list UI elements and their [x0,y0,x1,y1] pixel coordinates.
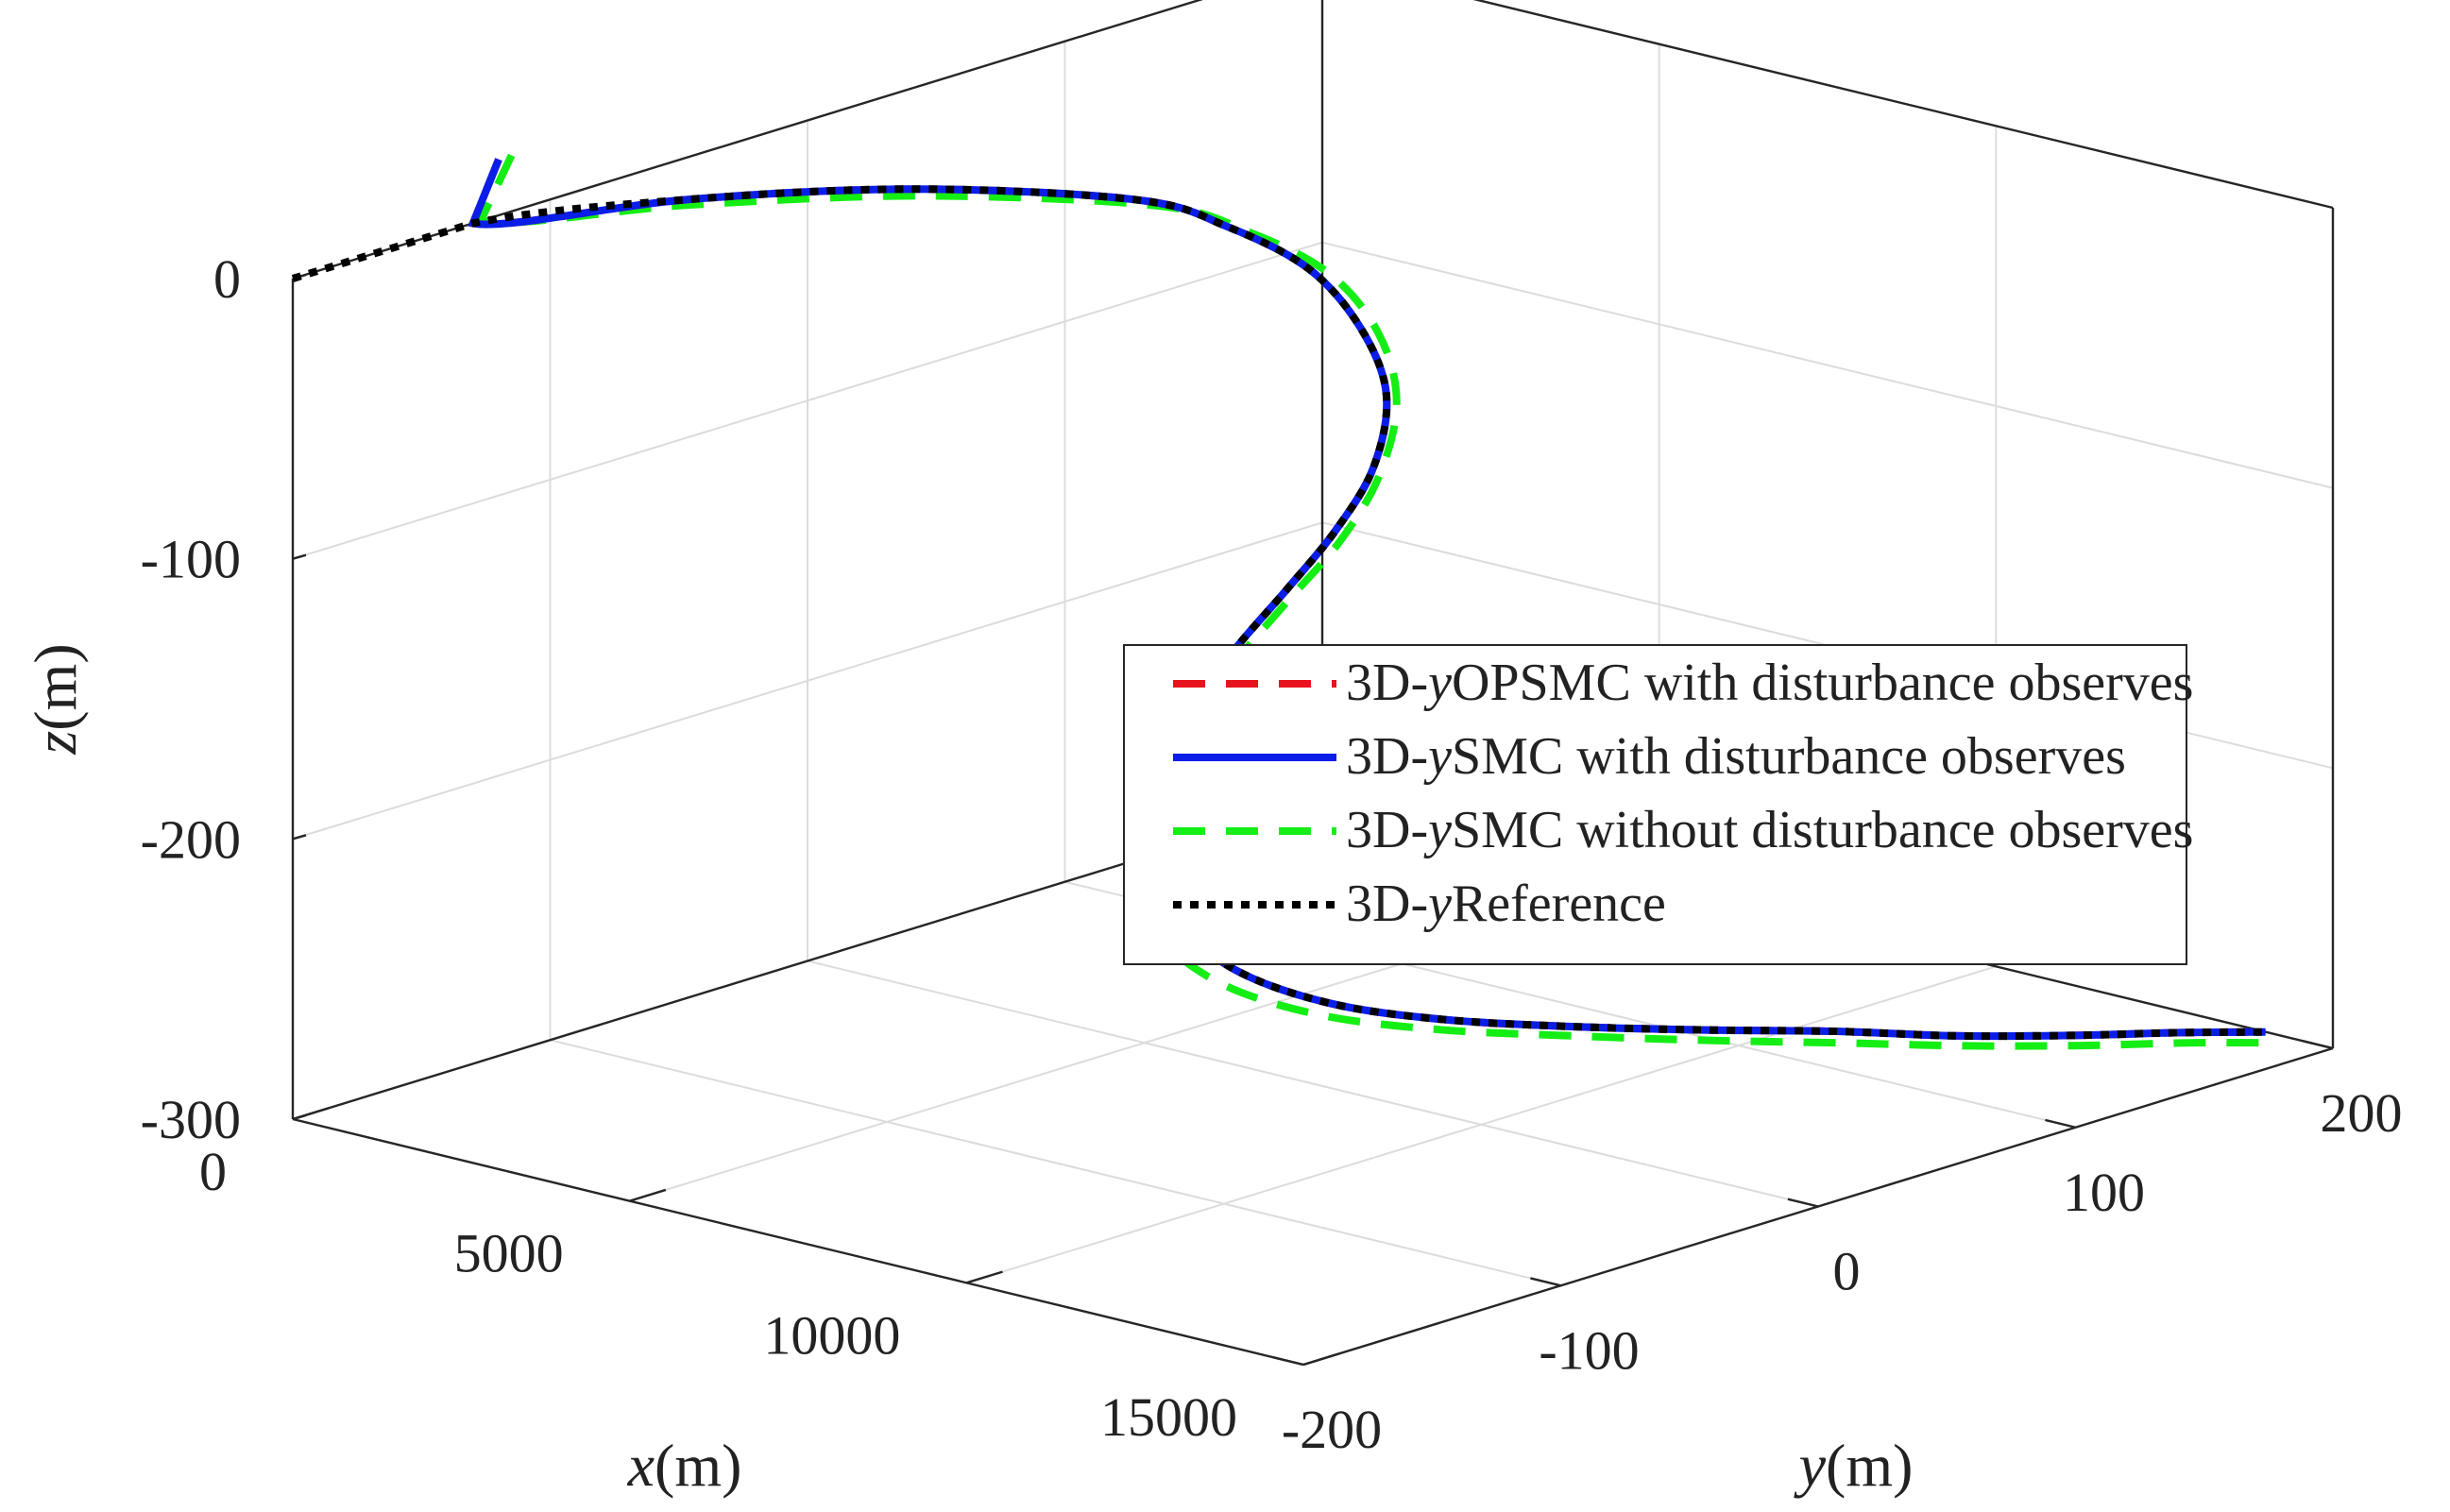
legend-label-0: 3D-yOPSMC with disturbance observes [1346,654,2193,712]
x-tick-label-3: 15000 [1100,1386,1237,1448]
z-tick-mark-2 [292,834,307,841]
y-tick-label-4: 200 [2321,1082,2403,1144]
side-grid-z-2 [292,521,1323,841]
y-tick-mark-1 [1530,1277,1561,1287]
legend-box [1123,644,2187,965]
side-grid-z-1 [292,241,1323,560]
back-grid-z-1 [1321,241,2334,489]
legend-label-3: 3D-yReference [1346,875,1666,933]
x-tick-mark-3 [1302,1352,1340,1367]
legend: 3D-yOPSMC with disturbance observes 3D-yS… [1123,644,2193,965]
z-tick-label-1: -100 [141,529,241,590]
z-tick-mark-3 [292,1113,307,1121]
z-tick-mark-1 [292,553,307,560]
z-tick-label-3: -300 [141,1089,241,1150]
y-tick-label-2: 0 [1833,1241,1861,1302]
legend-label-1: 3D-ySMC with disturbance observes [1346,727,2126,786]
tick-labels: 0 5000 10000 15000 -200 -100 0 100 200 0 -100 -200 -… [141,248,2403,1460]
y-tick-label-0: -200 [1282,1399,1382,1460]
y-tick-mark-3 [2045,1118,2076,1129]
x-tick-mark-1 [629,1188,667,1202]
x-axis-line [292,1117,1304,1367]
floor-grid-y-1 [550,1039,1561,1287]
x-axis-title: x(m) [627,1432,742,1499]
x-tick-label-1: 5000 [454,1223,564,1284]
y-tick-label-3: 100 [2063,1162,2145,1223]
x-tick-label-2: 10000 [763,1304,900,1366]
z-tick-label-0: 0 [213,248,241,310]
y-tick-label-1: -100 [1539,1319,1639,1381]
y-tick-mark-2 [1787,1198,1819,1208]
z-axis-title: z(m) [22,643,89,755]
y-tick-mark-4 [2302,1040,2334,1050]
floor-grid-y-2 [807,960,1819,1208]
top-edge-left [292,0,1203,280]
y-axis-title: y(m) [1794,1432,1914,1499]
x-tick-mark-2 [965,1270,1003,1284]
x-tick-label-0: 0 [199,1141,227,1202]
z-tick-label-2: -200 [141,808,241,870]
legend-label-2: 3D-ySMC without disturbance observes [1346,801,2193,859]
y-tick-mark-0 [1272,1356,1304,1367]
top-edge-right [1472,0,2334,210]
